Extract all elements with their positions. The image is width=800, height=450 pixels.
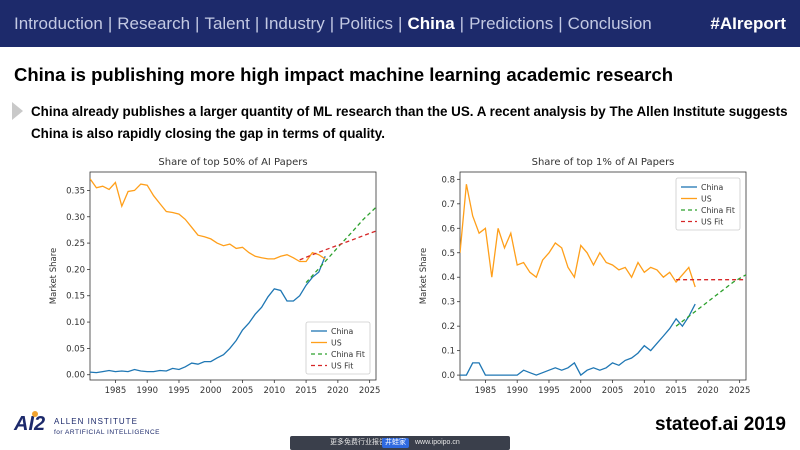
plot-frame (459, 171, 747, 381)
legend-label-us: US (331, 339, 342, 348)
promo-text: 更多免费行业报告 (330, 439, 386, 446)
legend-label-china: China (701, 183, 723, 192)
x-tick-label: 2025 (359, 386, 380, 396)
series-line-china-fit (675, 274, 746, 327)
allen-institute-logo: AI2 ALLEN INSTITUTE for ARTIFICIAL INTEL… (14, 411, 274, 443)
logo-dot-icon (32, 411, 38, 417)
chart-top-1-percent: Share of top 1% of AI Papers 1985 1990 1995… (419, 157, 750, 396)
y-tick-label: 0.05 (66, 344, 85, 354)
x-tick-label: 2010 (263, 386, 285, 396)
x-tick-label: 1990 (136, 386, 158, 396)
legend-label-us-fit: US Fit (331, 362, 353, 371)
y-tick-label: 0.35 (66, 186, 85, 196)
nav-item-industry[interactable]: Industry (264, 14, 325, 33)
plot-frame (89, 171, 377, 381)
x-tick-label: 2005 (232, 386, 254, 396)
series-line-china-fit (305, 206, 376, 284)
y-tick-label: 0.6 (441, 224, 455, 234)
nav-item-china[interactable]: China (407, 14, 455, 33)
section-nav: Introduction | Research | Talent | Industry | Po… (14, 0, 652, 47)
nav-item-predictions[interactable]: Predictions (469, 14, 554, 33)
legend-label-us: US (701, 195, 712, 204)
chart-top-50-percent: Share of top 50% of AI Papers 1985 1990 199… (49, 157, 380, 396)
x-tick-label: 2005 (602, 386, 624, 396)
y-tick-label: 0.1 (441, 347, 455, 357)
promo-url[interactable]: www.ipoipo.cn (415, 439, 460, 446)
hashtag-label: #AIreport (710, 14, 786, 33)
x-tick-label: 1995 (168, 386, 190, 396)
header-bar: Introduction | Research | Talent | Industry | Po… (0, 0, 800, 47)
nav-separator: | (195, 14, 200, 33)
legend-label-china-fit: China Fit (701, 206, 735, 215)
nav-separator: | (398, 14, 403, 33)
y-tick-label: 0.2 (441, 322, 455, 332)
y-tick-label: 0.0 (441, 371, 455, 381)
series-line-china (460, 303, 696, 377)
x-tick-label: 1985 (105, 386, 127, 396)
y-tick-label: 0.7 (441, 200, 455, 210)
legend-box (675, 177, 741, 231)
ai2-logo-mark: AI2 (14, 413, 46, 435)
x-tick-label: 1985 (475, 386, 497, 396)
nav-item-introduction[interactable]: Introduction (14, 14, 103, 33)
y-tick-label: 0.5 (441, 249, 455, 259)
chart-title: Share of top 50% of AI Papers (158, 157, 307, 168)
legend-label-china-fit: China Fit (331, 350, 365, 359)
y-tick-label: 0.25 (66, 239, 85, 249)
y-tick-label: 0.20 (66, 265, 85, 275)
nav-item-research[interactable]: Research (117, 14, 191, 33)
nav-separator: | (329, 14, 335, 33)
legend-label-us-fit: US Fit (701, 218, 723, 227)
nav-item-talent[interactable]: Talent (204, 14, 250, 33)
nav-separator: | (254, 14, 260, 33)
logo-name: ALLEN INSTITUTE (54, 417, 138, 426)
chart-title: Share of top 1% of AI Papers (532, 157, 675, 168)
nav-separator: | (558, 14, 563, 33)
x-tick-label: 2015 (665, 386, 687, 396)
source-credit: stateof.ai 2019 (655, 414, 786, 435)
y-tick-label: 0.15 (66, 292, 85, 302)
slide-subtitle: China already publishes a larger quantit… (31, 104, 788, 141)
promo-banner[interactable]: 更多免费行业报告 井蛙家 www.ipoipo.cn (290, 436, 510, 450)
y-tick-label: 0.00 (66, 371, 85, 381)
legend-box (305, 321, 371, 375)
slide-headline: China is publishing more high impact mac… (14, 64, 673, 85)
y-tick-label: 0.10 (66, 318, 85, 328)
series-line-china (90, 256, 326, 374)
logo-tagline: for ARTIFICIAL INTELLIGENCE (54, 429, 160, 436)
y-tick-label: 0.30 (66, 213, 85, 223)
series-line-us-fit (299, 230, 376, 261)
y-tick-label: 0.3 (441, 298, 455, 308)
x-tick-label: 2025 (729, 386, 750, 396)
promo-brand: 井蛙家 (382, 438, 409, 448)
y-tick-label: 0.8 (441, 175, 455, 185)
x-tick-label: 1995 (538, 386, 560, 396)
x-tick-label: 1990 (506, 386, 528, 396)
legend-label-china: China (331, 327, 353, 336)
x-tick-label: 2020 (327, 386, 349, 396)
nav-item-conclusion[interactable]: Conclusion (567, 14, 652, 33)
bullet-arrow-icon (12, 102, 23, 120)
x-tick-label: 2010 (633, 386, 655, 396)
nav-item-politics[interactable]: Politics (339, 14, 394, 33)
nav-separator: | (107, 14, 113, 33)
nav-separator: | (459, 14, 465, 33)
x-tick-label: 2000 (570, 386, 592, 396)
y-axis-label: Market Share (49, 248, 59, 304)
series-line-us (460, 184, 696, 288)
y-tick-label: 0.4 (441, 273, 455, 283)
y-axis-label: Market Share (419, 248, 429, 304)
x-tick-label: 2020 (697, 386, 719, 396)
x-tick-label: 2015 (295, 386, 317, 396)
x-tick-label: 2000 (200, 386, 222, 396)
series-line-us (90, 178, 326, 263)
